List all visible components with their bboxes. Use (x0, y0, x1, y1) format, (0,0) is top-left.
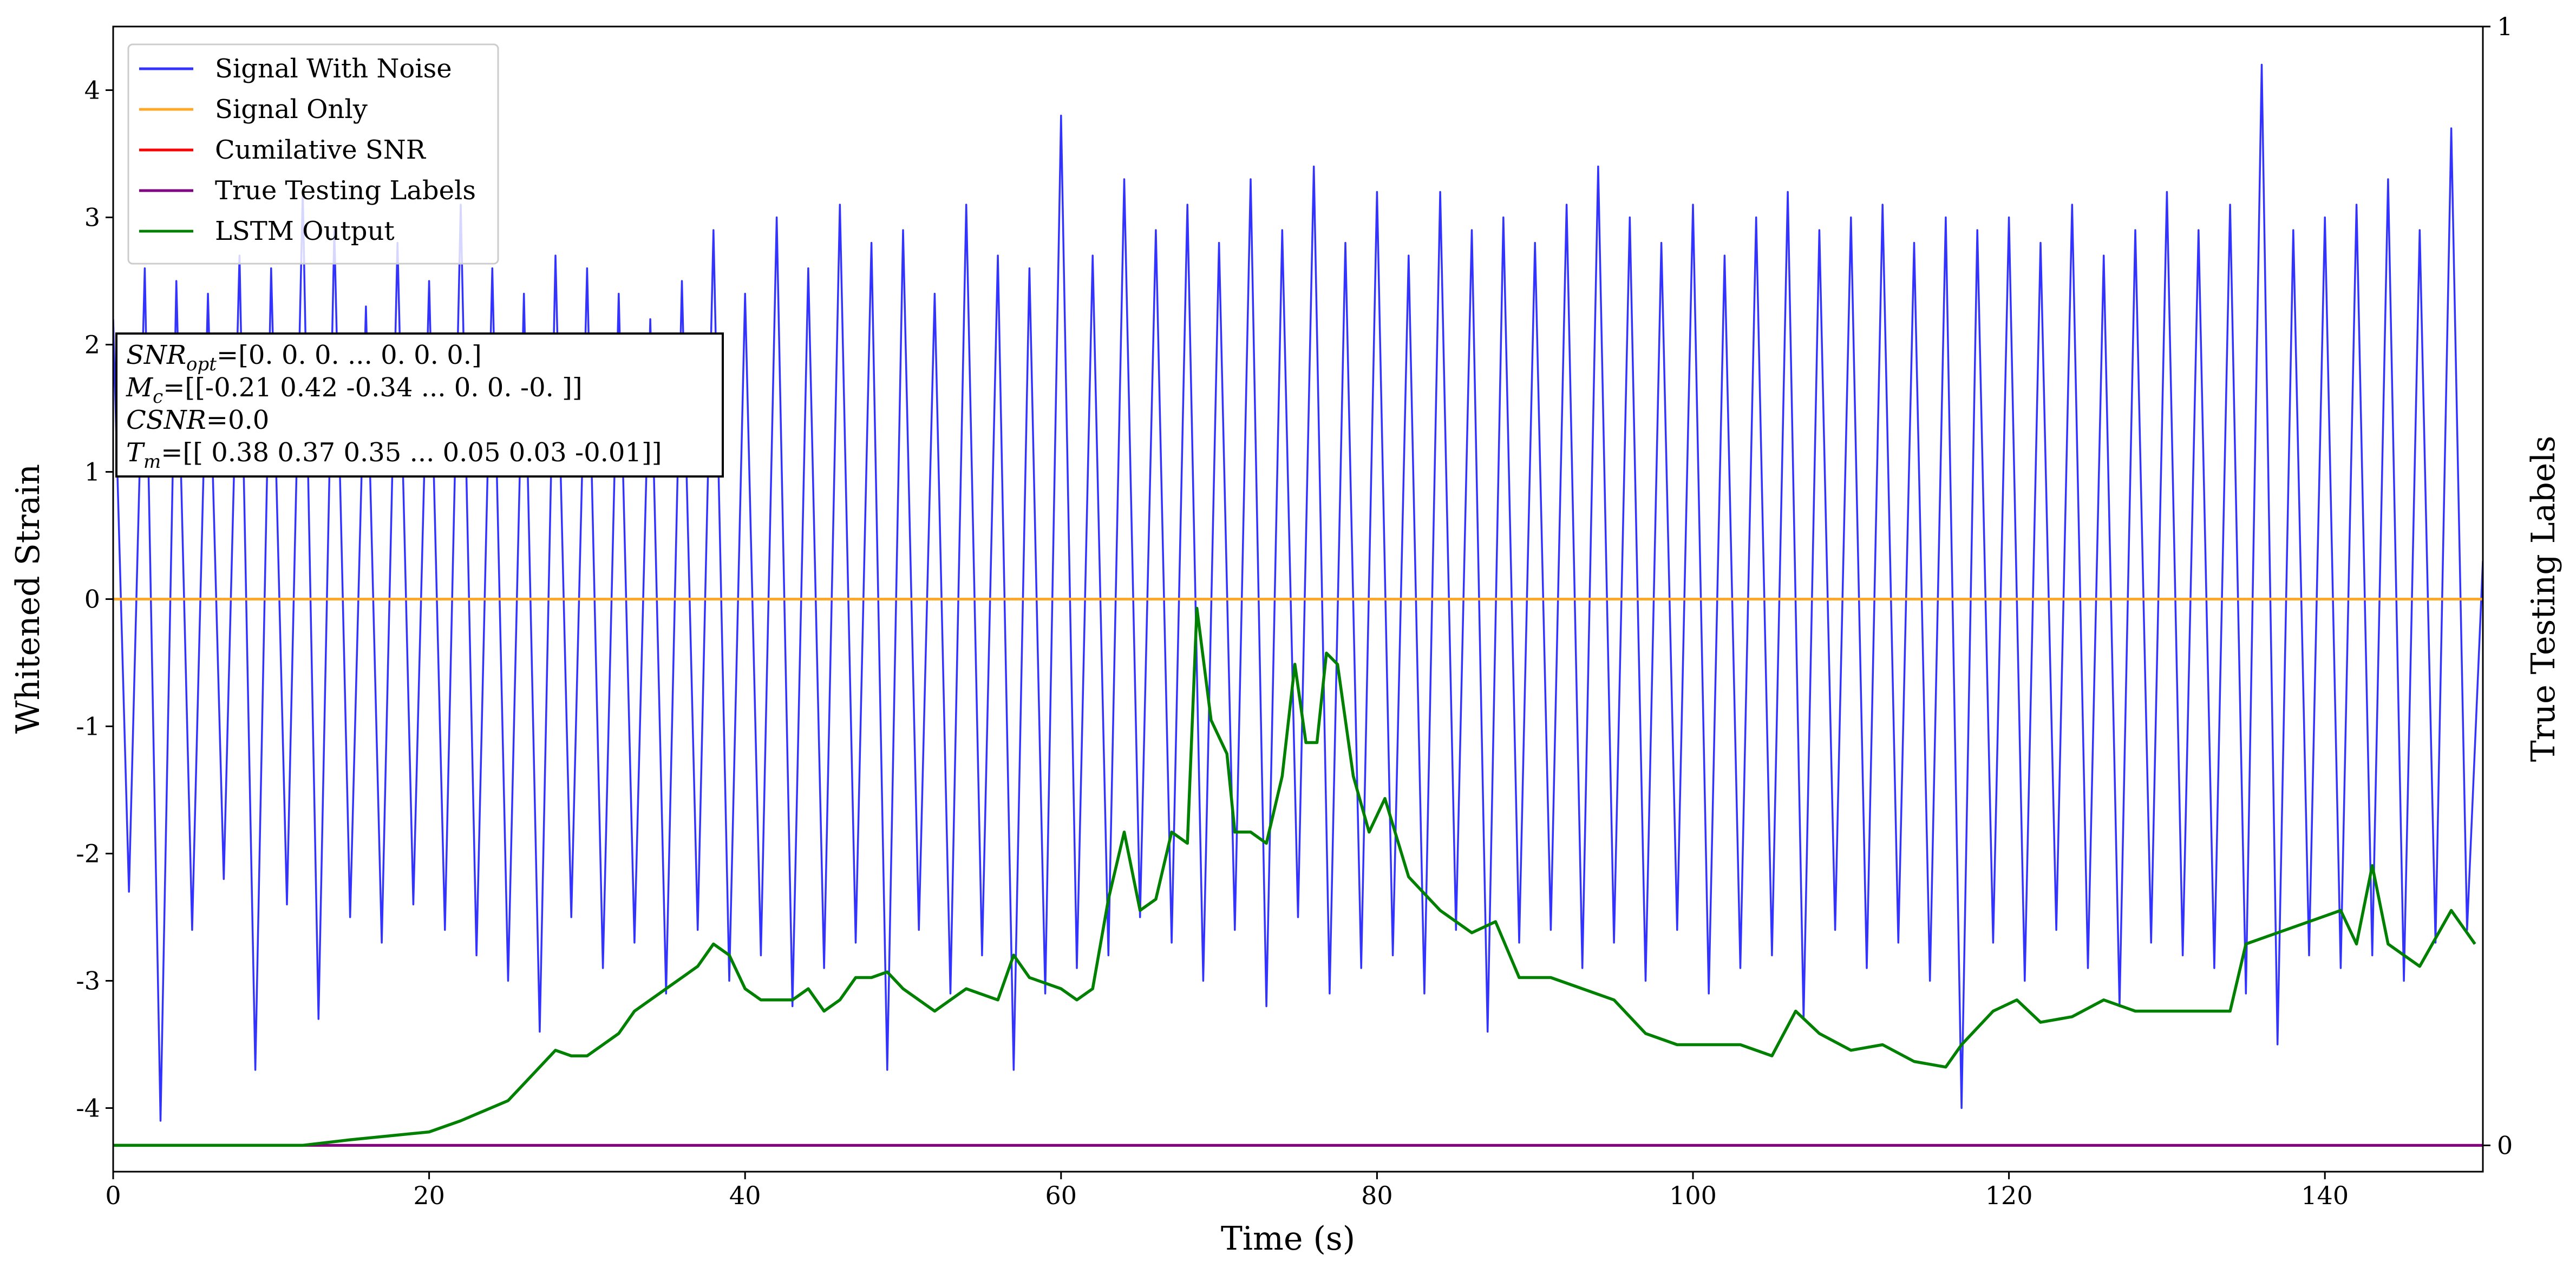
annotation-subscript: m (143, 451, 161, 473)
legend-label: Cumilative SNR (215, 135, 427, 165)
y-tick-label: -2 (76, 839, 100, 868)
annotation: Tm=[[ 0.38 0.37 0.35 ... 0.05 0.03 -0.01… (126, 437, 662, 473)
annotation: SNRopt=[0. 0. 0. ... 0. 0. 0.] (126, 340, 482, 375)
y-tick-label: 1 (84, 458, 100, 487)
annotation: CSNR=0.0 (126, 405, 269, 435)
y2-axis-label: True Testing Labels (2525, 436, 2562, 762)
x-axis-label: Time (s) (1221, 1220, 1355, 1258)
annotation-text: =0.0 (206, 405, 270, 435)
x-tick-label: 40 (729, 1181, 761, 1210)
series-line (113, 606, 2476, 1147)
y-tick-label: -3 (76, 966, 100, 996)
annotation-box (115, 332, 724, 478)
y-tick-label: -4 (76, 1094, 100, 1123)
annotation-subscript: c (153, 386, 163, 408)
y-tick-label: 2 (84, 330, 100, 360)
annotation-subscript: opt (186, 354, 217, 375)
annotation-text: =[[-0.21 0.42 -0.34 ... 0. 0. -0. ]] (163, 373, 582, 403)
y-tick-label: 3 (84, 203, 100, 232)
annotation: Mc=[[-0.21 0.42 -0.34 ... 0. 0. -0. ]] (126, 373, 583, 408)
annotation-symbol: M (126, 373, 154, 403)
annotation-symbol: T (126, 437, 145, 468)
annotation-symbol: CSNR (126, 405, 206, 435)
legend-label: Signal Only (215, 94, 368, 125)
x-tick-label: 120 (1985, 1181, 2033, 1210)
legend-label: LSTM Output (215, 216, 395, 246)
series-line (113, 63, 2483, 1122)
annotation-symbol: SNR (126, 340, 186, 370)
legend-label: Signal With Noise (215, 54, 452, 84)
y-axis-label: Whitened Strain (9, 464, 47, 734)
x-tick-label: 20 (413, 1181, 445, 1210)
legend-label: True Testing Labels (215, 175, 476, 206)
annotation-text: =[[ 0.38 0.37 0.35 ... 0.05 0.03 -0.01]] (161, 437, 662, 468)
plot-area (113, 63, 2483, 1147)
y2-tick-label: 1 (2497, 12, 2513, 41)
y-tick-label: 0 (84, 585, 100, 614)
x-tick-label: 0 (105, 1181, 121, 1210)
x-tick-label: 140 (2301, 1181, 2349, 1210)
annotation-text: =[0. 0. 0. ... 0. 0. 0.] (217, 340, 482, 370)
x-tick-label: 60 (1045, 1181, 1077, 1210)
x-tick-label: 80 (1361, 1181, 1393, 1210)
y-tick-label: -1 (76, 712, 100, 741)
x-tick-label: 100 (1669, 1181, 1717, 1210)
y2-tick-label: 0 (2497, 1131, 2513, 1160)
y-tick-label: 4 (84, 76, 100, 105)
legend-box (127, 43, 499, 265)
